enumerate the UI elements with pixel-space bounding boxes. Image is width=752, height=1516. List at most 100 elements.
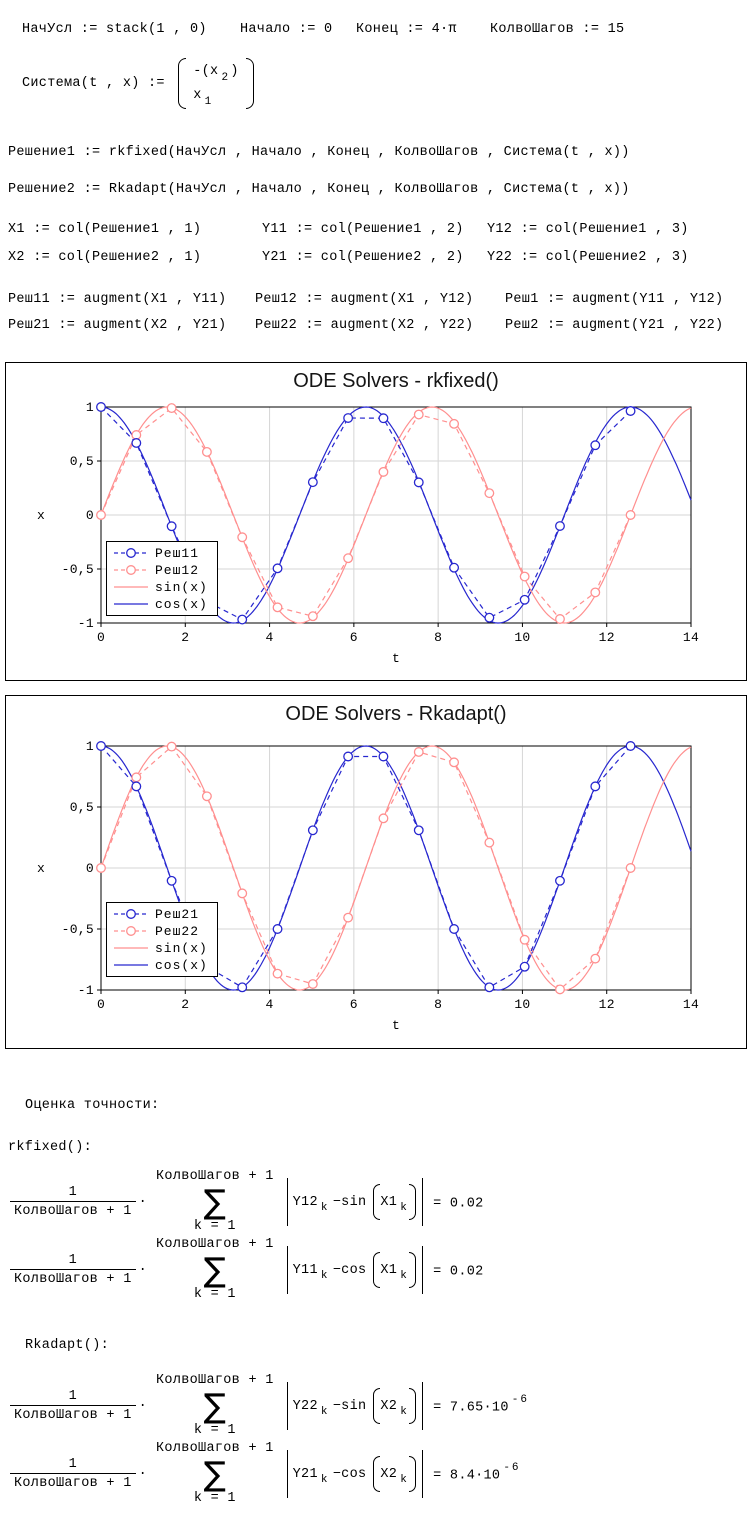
math-region-start[interactable]: Начало := 0 [240, 22, 333, 37]
legend-sample-marker-line [114, 909, 148, 919]
math-region-init-conditions[interactable]: НачУсл := stack(1 , 0) [22, 22, 207, 37]
sigma-symbol: ∑ [203, 1454, 227, 1493]
legend-label: sin(x) [155, 579, 208, 595]
accuracy-formula-y22[interactable]: 1 КолвоШагов + 1 · КолвоШагов + 1 ∑ k = 1 Y… [10, 1372, 529, 1440]
svg-text:14: 14 [683, 997, 699, 1012]
legend-label: Реш22 [155, 923, 200, 939]
right-paren [409, 1252, 417, 1288]
math-region-resh22[interactable]: Реш22 := augment(X2 , Y22) [255, 318, 474, 333]
math-region-solution2[interactable]: Решение2 := Rkadapt(НачУсл , Начало , Ко… [8, 182, 630, 197]
legend-item: Реш21 [113, 906, 208, 922]
abs-expression: Y21 k −cos X2 k [286, 1450, 424, 1498]
legend-item: sin(x) [113, 579, 208, 595]
chart-title: ODE Solvers - rkfixed() [293, 370, 499, 392]
right-paren [409, 1184, 417, 1220]
sigma-symbol: ∑ [203, 1250, 227, 1289]
formula-result: = 0.02 [433, 1196, 484, 1212]
math-region-steps[interactable]: КолвоШагов := 15 [490, 22, 625, 37]
legend-sample-line [114, 947, 148, 949]
summation: КолвоШагов + 1 ∑ k = 1 [156, 1373, 274, 1438]
legend-sample-marker-line [114, 926, 148, 936]
legend-sample-line [114, 586, 148, 588]
legend-item: cos(x) [113, 596, 208, 612]
legend-label: Реш21 [155, 906, 200, 922]
accuracy-heading[interactable]: Оценка точности: [25, 1098, 160, 1113]
math-region-resh12[interactable]: Реш12 := augment(X1 , Y12) [255, 292, 474, 307]
formula-result: = 7.65·10-6 [433, 1393, 529, 1416]
right-paren [409, 1388, 417, 1424]
sigma-symbol: ∑ [203, 1182, 227, 1221]
svg-text:6: 6 [350, 630, 358, 645]
fraction: 1 КолвоШагов + 1 [10, 1252, 136, 1288]
chart-legend: Реш11 Реш12 sin(x) cos(x) [106, 541, 218, 616]
legend-sample-marker-line [114, 548, 148, 558]
legend-item: cos(x) [113, 957, 208, 973]
math-region-y21[interactable]: Y21 := col(Решение2 , 2) [262, 250, 464, 265]
accuracy-formula-y11[interactable]: 1 КолвоШагов + 1 · КолвоШагов + 1 ∑ k = 1 Y… [10, 1236, 487, 1304]
legend-label: sin(x) [155, 940, 208, 956]
abs-expression: Y11 k −cos X1 k [286, 1246, 424, 1294]
formula-result: = 0.02 [433, 1264, 484, 1280]
summation: КолвоШагов + 1 ∑ k = 1 [156, 1169, 274, 1234]
math-region-y11[interactable]: Y11 := col(Решение1 , 2) [262, 222, 464, 237]
svg-text:4: 4 [266, 630, 274, 645]
left-paren [178, 58, 187, 109]
accuracy-formula-y12[interactable]: 1 КолвоШагов + 1 · КолвоШагов + 1 ∑ k = 1 Y… [10, 1168, 487, 1236]
math-region-resh2[interactable]: Реш2 := augment(Y21 , Y22) [505, 318, 724, 333]
svg-text:x: x [37, 508, 45, 523]
legend-label: cos(x) [155, 957, 208, 973]
accuracy-formula-y21[interactable]: 1 КолвоШагов + 1 · КолвоШагов + 1 ∑ k = 1 Y… [10, 1440, 521, 1508]
math-region-resh21[interactable]: Реш21 := augment(X2 , Y21) [8, 318, 227, 333]
math-region-y12[interactable]: Y12 := col(Решение1 , 3) [487, 222, 689, 237]
svg-text:10: 10 [514, 630, 530, 645]
svg-text:12: 12 [599, 997, 615, 1012]
math-region-y22[interactable]: Y22 := col(Решение2 , 3) [487, 250, 689, 265]
chart-region-rkadapt[interactable]: 0 2 4 6 8 10 12 14 1 0,5 0 -0,5 -1 t x ODE Solvers - R… [5, 695, 747, 1049]
svg-text:0,5: 0,5 [70, 454, 94, 469]
math-region-x1[interactable]: X1 := col(Решение1 , 1) [8, 222, 202, 237]
system-label: Система(t , x) := [22, 76, 174, 91]
svg-text:10: 10 [514, 997, 530, 1012]
rkfixed-plot: 0 2 4 6 8 10 12 14 1 0,5 0 -0,5 -1 t x [37, 400, 699, 666]
chart-legend: Реш21 Реш22 sin(x) cos(x) [106, 902, 218, 977]
svg-text:4: 4 [266, 997, 274, 1012]
math-region-resh1[interactable]: Реш1 := augment(Y11 , Y12) [505, 292, 724, 307]
math-region-solution1[interactable]: Решение1 := rkfixed(НачУсл , Начало , Ко… [8, 145, 630, 160]
math-region-end[interactable]: Конец := 4·π [356, 22, 457, 37]
math-region-resh11[interactable]: Реш11 := augment(X1 , Y11) [8, 292, 227, 307]
summation: КолвоШагов + 1 ∑ k = 1 [156, 1237, 274, 1302]
svg-text:2: 2 [181, 630, 189, 645]
legend-sample-line [114, 603, 148, 605]
svg-text:0: 0 [86, 508, 94, 523]
vector-row: -(x 2) [193, 64, 239, 84]
svg-text:0: 0 [97, 997, 105, 1012]
legend-item: sin(x) [113, 940, 208, 956]
summation: КолвоШагов + 1 ∑ k = 1 [156, 1441, 274, 1506]
left-paren [373, 1252, 381, 1288]
svg-text:14: 14 [683, 630, 699, 645]
sigma-symbol: ∑ [203, 1386, 227, 1425]
rkfixed-label[interactable]: rkfixed(): [8, 1140, 93, 1155]
svg-text:-1: -1 [78, 616, 94, 631]
svg-text:2: 2 [181, 997, 189, 1012]
rkadapt-label[interactable]: Rkadapt(): [25, 1338, 110, 1353]
math-region-x2[interactable]: X2 := col(Решение2 , 1) [8, 250, 202, 265]
left-paren [373, 1184, 381, 1220]
svg-text:0,5: 0,5 [70, 800, 94, 815]
right-paren [245, 58, 254, 109]
legend-item: Реш22 [113, 923, 208, 939]
left-paren [373, 1388, 381, 1424]
legend-sample-marker-line [114, 565, 148, 575]
chart-region-rkfixed[interactable]: 0 2 4 6 8 10 12 14 1 0,5 0 -0,5 -1 t x ODE Solvers - r… [5, 362, 747, 681]
svg-text:-1: -1 [78, 983, 94, 998]
svg-text:0: 0 [97, 630, 105, 645]
svg-text:1: 1 [86, 739, 94, 754]
svg-text:-0,5: -0,5 [62, 562, 94, 577]
fraction: 1 КолвоШагов + 1 [10, 1184, 136, 1220]
svg-text:6: 6 [350, 997, 358, 1012]
abs-expression: Y12 k −sin X1 k [286, 1178, 424, 1226]
